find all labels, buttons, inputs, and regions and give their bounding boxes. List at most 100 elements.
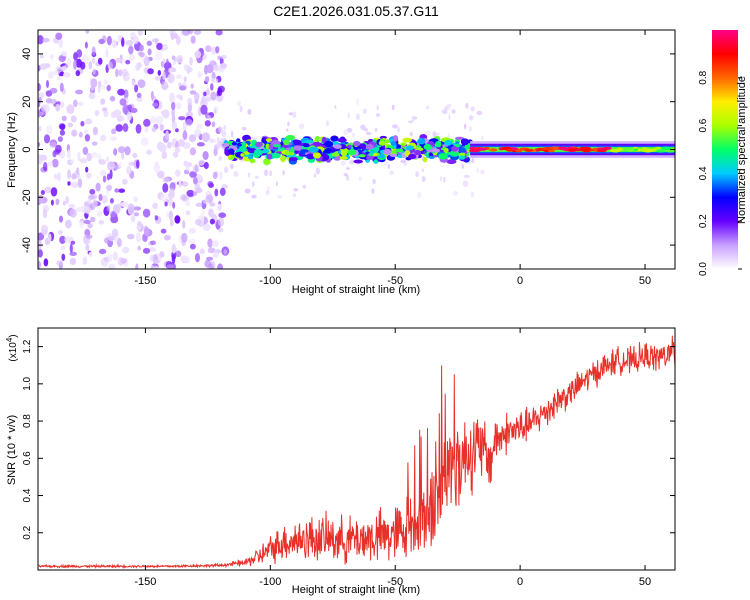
heatmap-cell xyxy=(59,129,65,136)
snr-x-label: Height of straight line (km) xyxy=(292,584,420,596)
heatmap-cell xyxy=(277,195,283,199)
heatmap-cell xyxy=(181,232,188,243)
heatmap-cell xyxy=(179,85,187,91)
spectrogram-y-axis: -40 -20 0 20 40 xyxy=(21,48,675,253)
heatmap-cell xyxy=(121,178,128,185)
heatmap-cell xyxy=(568,148,576,152)
heatmap-cell xyxy=(392,124,398,129)
heatmap-cell xyxy=(125,59,131,65)
heatmap-cell xyxy=(38,194,44,204)
heatmap-cell xyxy=(196,123,203,129)
heatmap-cell xyxy=(49,141,57,148)
snr-y-axis: 0.2 0.4 0.6 0.8 1.0 1.2 xyxy=(22,339,675,540)
heatmap-cell xyxy=(85,234,93,239)
heatmap-cell xyxy=(61,115,67,122)
heatmap-cell xyxy=(374,127,378,133)
heatmap-cell xyxy=(265,190,270,195)
x-tick-label: -150 xyxy=(134,576,156,588)
heatmap-cell xyxy=(168,210,173,221)
heatmap-cell xyxy=(189,243,196,250)
heatmap-cell xyxy=(135,263,139,269)
heatmap-cell xyxy=(292,111,297,119)
heatmap-cell xyxy=(360,124,366,130)
heatmap-cell xyxy=(446,159,457,165)
heatmap-cell xyxy=(285,128,289,132)
heatmap-cell xyxy=(217,55,221,60)
heatmap-cell xyxy=(212,251,219,258)
heatmap-cell xyxy=(103,109,109,118)
heatmap-cell xyxy=(136,225,142,230)
heatmap-cell xyxy=(337,138,347,143)
heatmap-cell xyxy=(150,240,156,246)
heatmap-cell xyxy=(57,230,64,235)
heatmap-cell xyxy=(175,169,181,177)
heatmap-cell xyxy=(95,182,101,192)
heatmap-cell xyxy=(175,128,179,133)
heatmap-cell xyxy=(211,121,216,128)
heatmap-cell xyxy=(476,167,479,174)
heatmap-cell xyxy=(287,151,295,156)
heatmap-cell xyxy=(421,176,426,182)
heatmap-cell xyxy=(177,139,185,147)
spectrogram-panel: -150 -100 -50 0 50 -40 -20 0 20 40 Height of str… xyxy=(6,29,676,296)
heatmap-cell xyxy=(137,245,141,251)
heatmap-cell xyxy=(363,108,367,114)
heatmap-cell xyxy=(71,129,78,137)
heatmap-cell xyxy=(58,39,63,48)
heatmap-cell xyxy=(73,99,78,108)
heatmap-cell xyxy=(146,149,152,155)
colorbar-tick-label: 0.4 xyxy=(698,166,709,180)
heatmap-cell xyxy=(112,204,121,214)
heatmap-cell xyxy=(233,170,239,177)
heatmap-cell xyxy=(389,170,395,176)
heatmap-cell xyxy=(44,186,52,194)
heatmap-cell xyxy=(197,159,205,166)
heatmap-cell xyxy=(443,176,446,183)
heatmap-cell xyxy=(109,136,118,142)
heatmap-cell xyxy=(194,183,201,194)
heatmap-cell xyxy=(185,210,191,216)
heatmap-cell xyxy=(77,178,83,188)
colorbar-ticks: 0.0 0.2 0.4 0.6 0.8 xyxy=(698,70,742,276)
heatmap-cell xyxy=(155,50,163,61)
heatmap-cell xyxy=(50,53,54,60)
heatmap-cell xyxy=(79,220,84,229)
heatmap-cell xyxy=(189,171,197,178)
heatmap-cell xyxy=(515,149,522,153)
heatmap-cell xyxy=(103,79,108,85)
heatmap-cell xyxy=(135,232,142,243)
heatmap-cell xyxy=(182,130,188,140)
heatmap-cell xyxy=(156,141,164,151)
heatmap-cell xyxy=(655,149,667,153)
heatmap-cell xyxy=(92,199,98,208)
heatmap-cell xyxy=(193,191,198,196)
heatmap-cell xyxy=(170,32,175,41)
heatmap-cell xyxy=(136,92,142,99)
heatmap-cell xyxy=(396,144,401,150)
heatmap-cell xyxy=(125,39,134,46)
heatmap-cell xyxy=(470,191,474,198)
heatmap-cell xyxy=(579,148,590,152)
heatmap-cell xyxy=(489,148,498,152)
heatmap-cell xyxy=(43,161,48,172)
heatmap-cell xyxy=(413,116,418,120)
heatmap-cell xyxy=(99,170,107,177)
heatmap-cell xyxy=(180,255,189,263)
heatmap-cell xyxy=(47,161,53,167)
heatmap-cell xyxy=(164,234,171,241)
heatmap-cell xyxy=(162,71,166,81)
heatmap-cell xyxy=(97,86,101,93)
heatmap-cell xyxy=(107,253,113,263)
heatmap-cell xyxy=(128,45,134,55)
heatmap-cell xyxy=(216,95,222,101)
y-tick-label: 20 xyxy=(21,96,33,108)
heatmap-cell xyxy=(193,92,200,101)
colorbar-label: Normalized spectral amplitude xyxy=(736,76,748,224)
heatmap-cell xyxy=(275,181,278,187)
heatmap-cell xyxy=(90,216,96,223)
heatmap-cell xyxy=(379,135,387,140)
heatmap-cell xyxy=(171,254,176,264)
heatmap-cell xyxy=(124,146,131,156)
heatmap-cell xyxy=(599,147,608,151)
heatmap-cell xyxy=(470,106,475,112)
